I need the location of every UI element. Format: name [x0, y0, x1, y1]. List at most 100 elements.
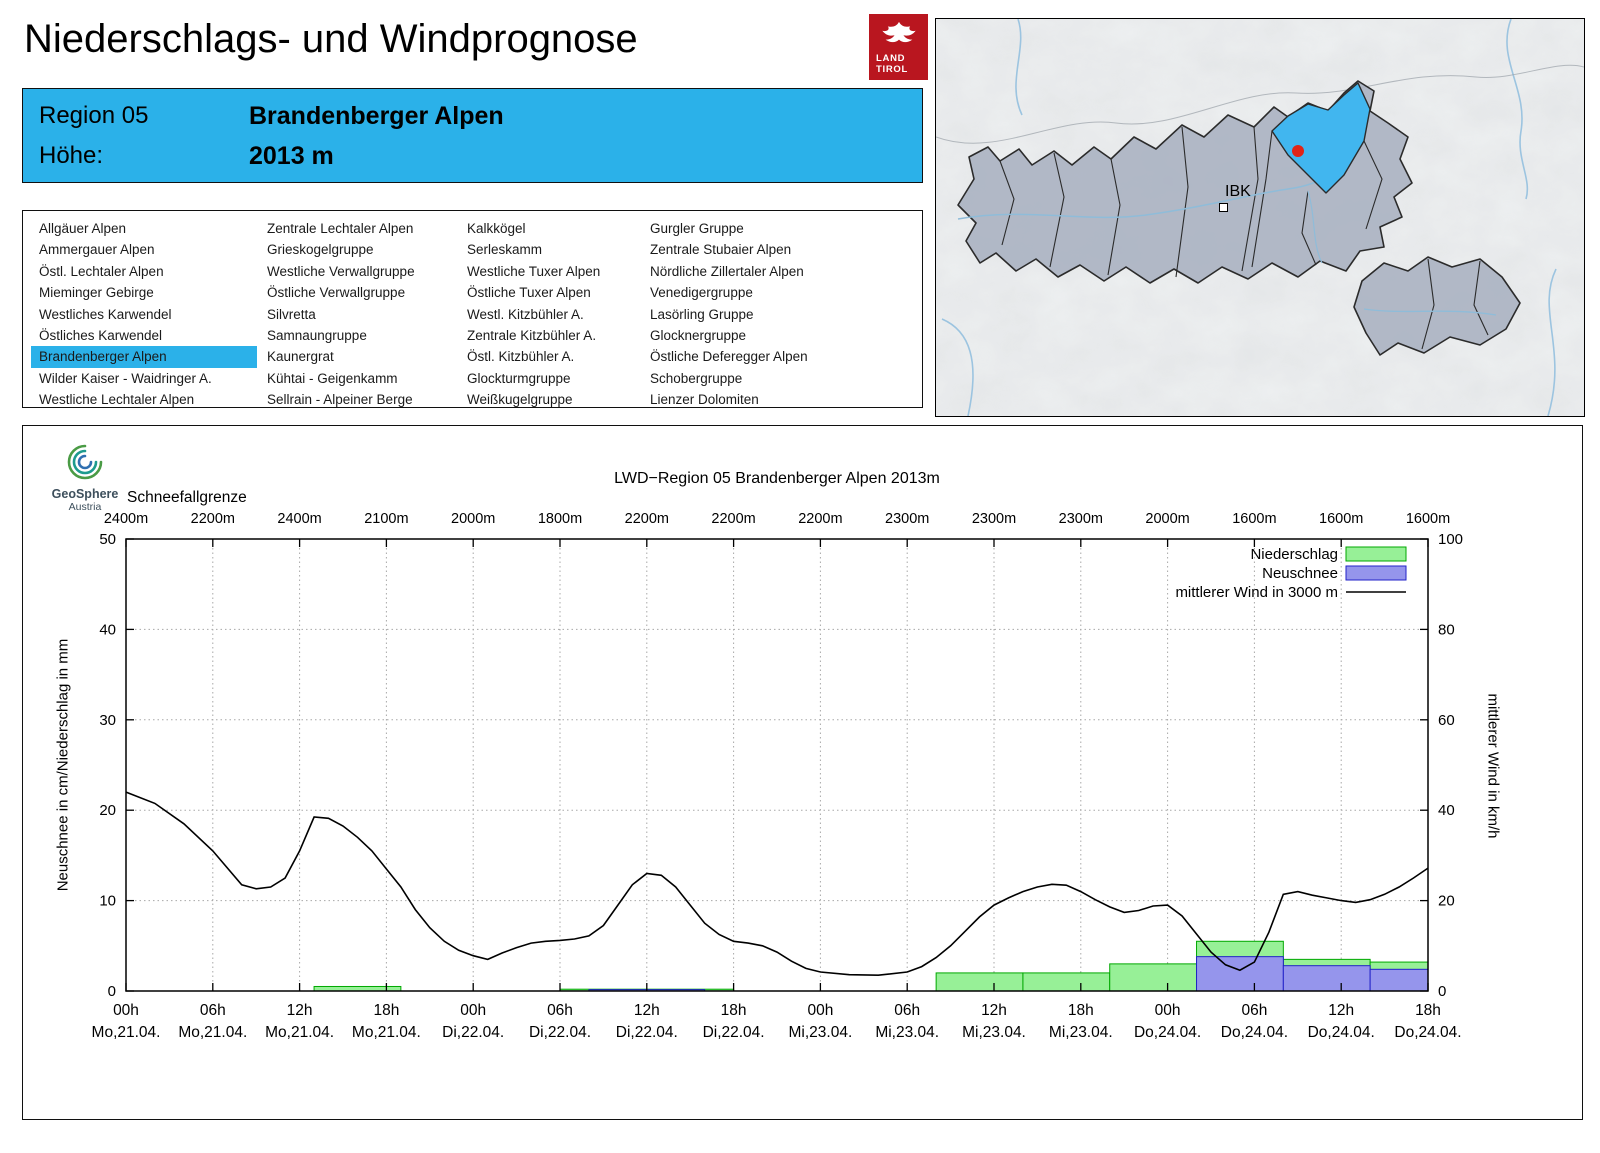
x-tick-date: Mi,23.04. [875, 1024, 939, 1041]
region-list-item[interactable]: Grieskogelgruppe [267, 242, 374, 258]
region-list-item[interactable]: Gurgler Gruppe [650, 221, 744, 236]
region-list-item[interactable]: Zentrale Kitzbühler A. [467, 327, 597, 343]
region-list-item[interactable]: Östliche Deferegger Alpen [650, 349, 808, 365]
x-tick-time: 12h [287, 1002, 313, 1019]
region-list-item[interactable]: Allgäuer Alpen [39, 221, 127, 236]
right-tick-label: 0 [1438, 983, 1446, 1000]
region-list-item[interactable]: Zentrale Lechtaler Alpen [267, 221, 414, 236]
region-list-item[interactable]: Westliches Karwendel [39, 306, 172, 322]
region-info-box: Region 05 Brandenberger Alpen Höhe: 2013… [22, 88, 923, 183]
x-tick-time: 00h [113, 1002, 139, 1019]
region-list-column: Kalkkögel Serleskamm Westliche Tuxer Alpen… [463, 218, 649, 411]
river-lines [941, 19, 1557, 416]
snowline-value: 2300m [972, 511, 1016, 527]
region-list-item[interactable]: Kaunergrat [267, 349, 334, 365]
x-tick-date: Mi,23.04. [1049, 1024, 1113, 1041]
snowline-value: 2300m [1059, 511, 1103, 527]
region-list-item[interactable]: Östl. Kitzbühler A. [467, 349, 575, 365]
land-tirol-logo: LAND TIROL [869, 14, 928, 80]
snowline-value: 2200m [711, 511, 755, 527]
x-tick-time: 06h [894, 1002, 920, 1019]
snowline-value: 1800m [538, 511, 582, 527]
x-tick-date: Di,22.04. [616, 1024, 678, 1041]
legend-label: Neuschnee [1262, 565, 1338, 582]
region-list-item[interactable]: Östliche Verwallgruppe [267, 285, 406, 301]
x-tick-time: 00h [460, 1002, 486, 1019]
altitude-value: 2013 m [249, 142, 334, 170]
region-list-item[interactable]: Östliche Tuxer Alpen [467, 285, 591, 301]
region-list-item[interactable]: Glockturmgruppe [467, 370, 571, 386]
x-tick-date: Mo,21.04. [178, 1024, 247, 1041]
legend-swatch [1345, 546, 1407, 562]
left-tick-label: 0 [108, 983, 116, 1000]
forecast-plot: 0 10 20 30 40 50 0 20 40 60 80 100 00h Mo,21.04. 06h Mo… [92, 511, 1464, 1041]
geosphere-name: GeoSphere [51, 487, 119, 501]
region-list-item[interactable]: Westliche Tuxer Alpen [467, 263, 601, 279]
snow-bar [1196, 956, 1284, 992]
region-list-item[interactable]: Westliche Verwallgruppe [267, 263, 415, 279]
x-tick-date: Di,22.04. [442, 1024, 504, 1041]
region-list-item[interactable]: Schobergruppe [650, 370, 743, 386]
highlighted-region-shape[interactable] [1271, 82, 1371, 194]
region-list-item[interactable]: Westl. Kitzbühler A. [467, 306, 584, 322]
right-tick-label: 60 [1438, 712, 1455, 729]
left-tick-label: 20 [99, 802, 116, 819]
region-list-item[interactable]: Westliche Lechtaler Alpen [39, 392, 195, 408]
region-list-item[interactable]: Wilder Kaiser - Waidringer A. [39, 370, 212, 386]
region-list-item[interactable]: Glocknergruppe [650, 327, 747, 343]
new-snow-bars [588, 956, 1429, 992]
region-list-item[interactable]: Zentrale Stubaier Alpen [650, 242, 792, 258]
district-borders [999, 126, 1383, 278]
region-list-item[interactable]: Kalkkögel [467, 221, 526, 236]
snow-bar [1369, 968, 1429, 992]
region-list-item[interactable]: Samnaungruppe [267, 327, 367, 343]
region-list-item[interactable]: Lienzer Dolomiten [650, 392, 759, 408]
x-tick-date: Mi,23.04. [962, 1024, 1026, 1041]
station-red-dot [1292, 145, 1304, 157]
map-graphic [936, 19, 1584, 416]
region-list-item[interactable]: Nördliche Zillertaler Alpen [650, 263, 804, 279]
x-tick-time: 18h [1068, 1002, 1094, 1019]
right-tick-label: 40 [1438, 802, 1455, 819]
region-list-item[interactable]: Silvretta [267, 306, 316, 322]
left-tick-label: 10 [99, 893, 116, 910]
region-list-item[interactable]: Serleskamm [467, 242, 543, 258]
snowline-value: 2200m [798, 511, 842, 527]
x-tick-date: Mo,21.04. [92, 1024, 161, 1041]
national-border-line [936, 64, 1584, 144]
region-list-item[interactable]: Weißkugelgruppe [467, 392, 573, 408]
tirol-region-map[interactable]: IBK [935, 18, 1585, 417]
east-tirol-district-borders [1421, 258, 1489, 350]
legend: Niederschlag Neuschnee mittlerer Wind in 3… [1175, 546, 1407, 601]
region-list-item[interactable]: Sellrain - Alpeiner Berge [267, 392, 413, 408]
ziller-river-line [1307, 190, 1323, 264]
region-list-item[interactable]: Kühtai - Geigenkamm [267, 370, 398, 386]
legend-swatch [1345, 565, 1407, 581]
right-tick-label: 20 [1438, 893, 1455, 910]
x-tick-date: Do,24.04. [1221, 1024, 1288, 1041]
region-list-item[interactable]: Östliches Karwendel [39, 327, 163, 343]
region-list-item[interactable]: Ammergauer Alpen [39, 242, 155, 258]
x-tick-time: 00h [807, 1002, 833, 1019]
snowline-value: 2000m [1145, 511, 1189, 527]
left-tick-label: 30 [99, 712, 116, 729]
ibk-label: IBK [1225, 183, 1251, 200]
region-list-item[interactable]: Mieminger Gebirge [39, 285, 154, 301]
region-list-item[interactable]: Lasörling Gruppe [650, 306, 754, 322]
x-tick-date: Do,24.04. [1308, 1024, 1375, 1041]
x-tick-date: Mo,21.04. [265, 1024, 334, 1041]
x-tick-time: 06h [1241, 1002, 1267, 1019]
x-tick-date: Di,22.04. [703, 1024, 765, 1041]
x-tick-time: 18h [721, 1002, 747, 1019]
region-list-item[interactable]: Venedigergruppe [650, 285, 753, 301]
precip-bar [935, 972, 1024, 992]
tirol-eagle-icon [881, 21, 916, 43]
legend-label: Niederschlag [1250, 546, 1338, 563]
chart-title: LWD−Region 05 Brandenberger Alpen 2013m [614, 470, 940, 487]
region-list-item[interactable]: Brandenberger Alpen [31, 346, 257, 368]
wind-line [125, 791, 1429, 977]
region-list-item[interactable]: Östl. Lechtaler Alpen [39, 263, 164, 279]
x-tick-date: Mo,21.04. [352, 1024, 421, 1041]
snowline-value: 2200m [625, 511, 669, 527]
x-tick-time: 18h [1415, 1002, 1441, 1019]
